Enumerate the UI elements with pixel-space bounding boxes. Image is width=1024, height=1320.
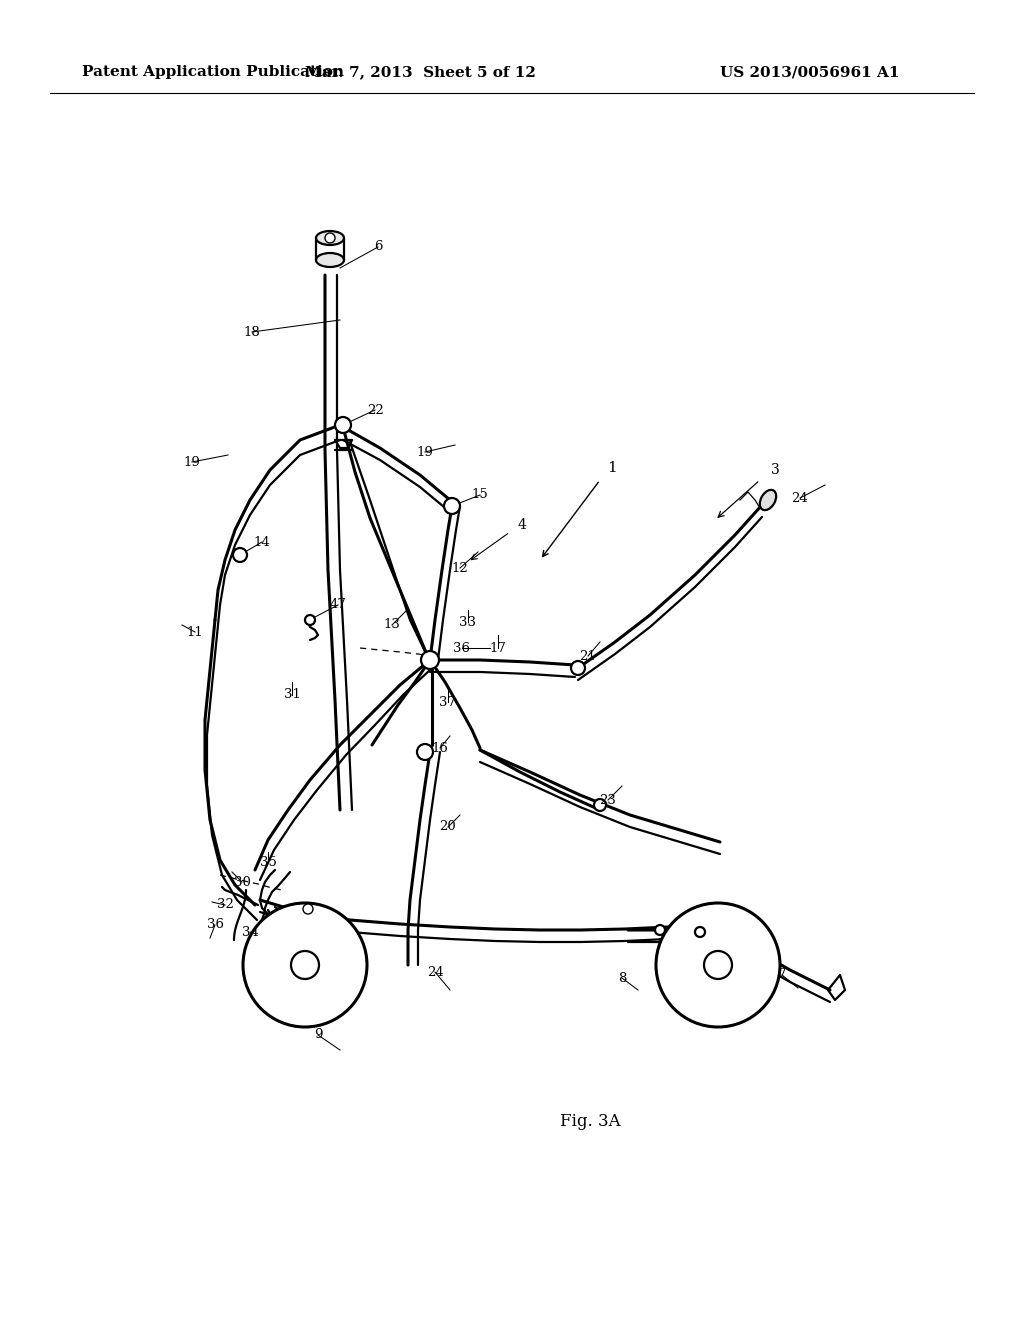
Text: 9: 9 (313, 1028, 323, 1041)
Ellipse shape (760, 490, 776, 510)
Ellipse shape (316, 253, 344, 267)
Text: 19: 19 (183, 455, 201, 469)
Circle shape (291, 950, 319, 979)
Circle shape (325, 234, 335, 243)
Text: 36: 36 (454, 642, 470, 655)
Circle shape (705, 950, 732, 979)
Text: 47: 47 (330, 598, 346, 611)
Text: 7: 7 (778, 969, 786, 982)
Circle shape (233, 548, 247, 562)
Text: 19: 19 (417, 446, 433, 458)
Circle shape (655, 925, 665, 935)
Text: 24: 24 (792, 491, 808, 504)
Text: Patent Application Publication: Patent Application Publication (82, 65, 344, 79)
Circle shape (594, 799, 606, 810)
Text: 14: 14 (254, 536, 270, 549)
Text: 24: 24 (427, 965, 443, 978)
Circle shape (421, 651, 439, 669)
Text: 30: 30 (233, 875, 251, 888)
Text: 8: 8 (617, 972, 627, 985)
Text: 3: 3 (771, 463, 779, 477)
Text: 12: 12 (452, 561, 468, 574)
Text: 32: 32 (216, 899, 233, 912)
Text: 36: 36 (207, 919, 223, 932)
Circle shape (417, 744, 433, 760)
Ellipse shape (316, 231, 344, 246)
Circle shape (243, 903, 367, 1027)
Circle shape (303, 904, 313, 913)
Text: 33: 33 (460, 615, 476, 628)
Text: 16: 16 (431, 742, 449, 755)
Text: 11: 11 (186, 626, 204, 639)
Text: US 2013/0056961 A1: US 2013/0056961 A1 (720, 65, 900, 79)
Text: 31: 31 (284, 689, 300, 701)
Circle shape (335, 417, 351, 433)
Text: 35: 35 (259, 855, 276, 869)
Text: 37: 37 (439, 696, 457, 709)
Text: 1: 1 (607, 461, 616, 475)
Text: 13: 13 (384, 619, 400, 631)
Text: Fig. 3A: Fig. 3A (560, 1114, 621, 1130)
Text: 17: 17 (489, 642, 507, 655)
Circle shape (571, 661, 585, 675)
Text: 22: 22 (367, 404, 383, 417)
Text: 15: 15 (472, 488, 488, 502)
Text: 6: 6 (374, 240, 382, 253)
Circle shape (656, 903, 780, 1027)
Text: 18: 18 (244, 326, 260, 338)
Text: 4: 4 (517, 517, 526, 532)
Text: 20: 20 (439, 821, 457, 833)
Circle shape (305, 615, 315, 624)
Circle shape (444, 498, 460, 513)
Text: 21: 21 (580, 649, 596, 663)
Text: 34: 34 (242, 925, 258, 939)
Text: Mar. 7, 2013  Sheet 5 of 12: Mar. 7, 2013 Sheet 5 of 12 (304, 65, 536, 79)
Circle shape (695, 927, 705, 937)
Text: 23: 23 (600, 793, 616, 807)
